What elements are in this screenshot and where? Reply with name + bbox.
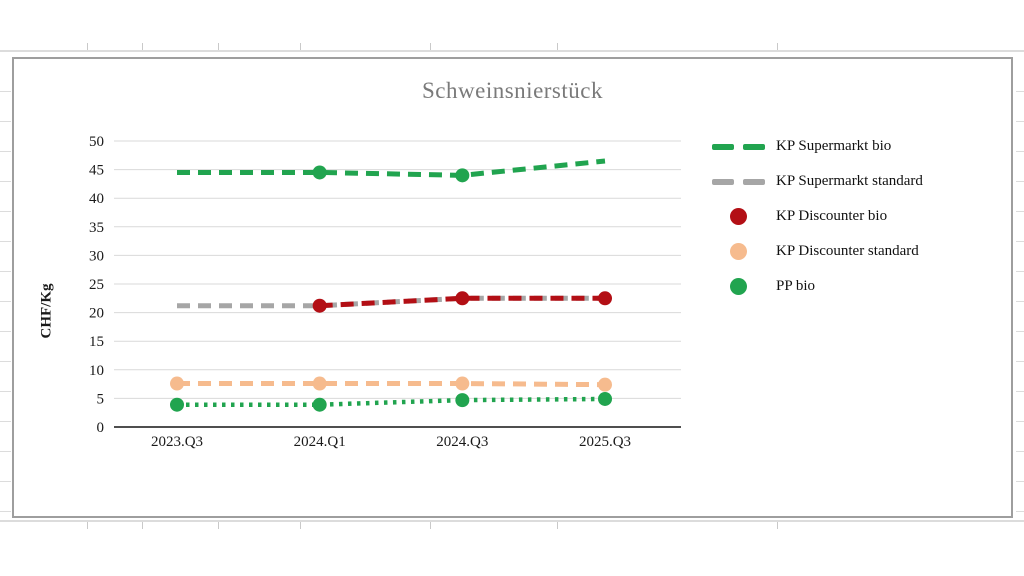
sheet-row-border-top bbox=[0, 50, 1024, 52]
legend-label: KP Discounter standard bbox=[776, 243, 919, 259]
legend-circle bbox=[729, 208, 747, 225]
sheet-column-tick bbox=[87, 522, 88, 529]
sheet-column-tick bbox=[430, 43, 431, 50]
legend-label: KP Supermarkt standard bbox=[776, 173, 923, 189]
legend-dash bbox=[711, 178, 734, 185]
sheet-column-tick bbox=[218, 522, 219, 529]
legend-label: KP Supermarkt bio bbox=[776, 138, 892, 154]
chart-title: Schweinsnierstück bbox=[422, 78, 603, 103]
legend-item-kp-discounter-standard: KP Discounter standard bbox=[710, 234, 923, 269]
sheet-column-tick bbox=[430, 522, 431, 529]
legend-dash bbox=[711, 143, 734, 150]
chart-canvas bbox=[12, 57, 1013, 518]
legend-item-pp-bio: PP bio bbox=[710, 269, 923, 304]
sheet-column-tick bbox=[142, 522, 143, 529]
sheet-row-lines-right bbox=[1016, 62, 1024, 520]
sheet-column-tick bbox=[218, 43, 219, 50]
legend-item-kp-supermarkt-standard: KP Supermarkt standard bbox=[710, 164, 923, 199]
sheet-column-tick bbox=[300, 522, 301, 529]
legend-dash bbox=[742, 143, 765, 150]
sheet-column-tick bbox=[777, 522, 778, 529]
sheet-column-tick bbox=[142, 43, 143, 50]
legend-circle bbox=[729, 278, 747, 295]
legend-item-kp-supermarkt-bio: KP Supermarkt bio bbox=[710, 129, 923, 164]
dashed-line-swatch-icon bbox=[710, 143, 766, 150]
sheet-column-tick bbox=[557, 43, 558, 50]
sheet-row-lines-left bbox=[0, 62, 11, 520]
sheet-row-border-bottom bbox=[0, 520, 1024, 522]
circle-swatch-icon bbox=[710, 243, 766, 260]
sheet-column-tick bbox=[557, 522, 558, 529]
circle-swatch-icon bbox=[710, 208, 766, 225]
sheet-column-tick bbox=[300, 43, 301, 50]
legend: KP Supermarkt bio KP Supermarkt standard… bbox=[710, 129, 923, 304]
sheet-column-tick bbox=[777, 43, 778, 50]
legend-circle bbox=[729, 243, 747, 260]
legend-dash bbox=[742, 178, 765, 185]
circle-swatch-icon bbox=[710, 278, 766, 295]
legend-label: KP Discounter bio bbox=[776, 208, 888, 224]
dashed-line-swatch-icon bbox=[710, 178, 766, 185]
y-axis-title: CHF/Kg bbox=[38, 283, 55, 339]
legend-label: PP bio bbox=[776, 278, 816, 294]
legend-item-kp-discounter-bio: KP Discounter bio bbox=[710, 199, 923, 234]
sheet-column-tick bbox=[87, 43, 88, 50]
